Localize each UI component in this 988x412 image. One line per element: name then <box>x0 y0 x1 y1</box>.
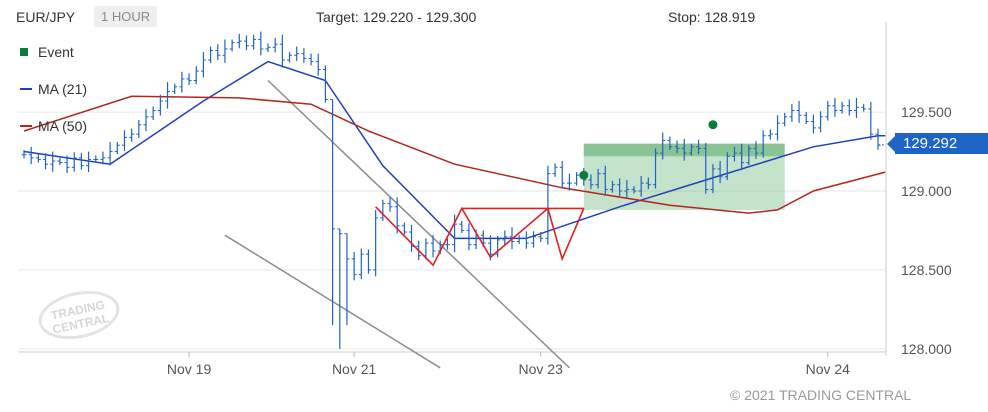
event-marker <box>708 120 718 130</box>
y-tick-label: 129.000 <box>901 183 952 199</box>
event-marker <box>579 170 589 180</box>
ma50-line <box>23 95 886 214</box>
x-tick-label: Nov 24 <box>806 361 851 377</box>
legend-label-ma50: MA (50) <box>38 118 88 134</box>
legend-item-ma21[interactable]: MA (21) <box>20 79 87 99</box>
stop-label: Stop: 128.919 <box>668 9 756 25</box>
legend-label-ma21: MA (21) <box>38 81 88 97</box>
pair-label: EUR/JPY <box>16 9 76 25</box>
event-swatch-icon <box>20 48 28 56</box>
copyright-text: © 2021 TRADING CENTRAL <box>730 387 912 403</box>
y-tick-label: 128.500 <box>901 262 952 278</box>
ma50-swatch-icon <box>20 125 32 127</box>
y-tick-label: 129.500 <box>901 104 952 120</box>
y-tick-label: 128.000 <box>901 341 952 357</box>
legend-item-event[interactable]: Event <box>20 42 87 62</box>
pattern-zigzag <box>375 206 585 267</box>
target-label: Target: 129.220 - 129.300 <box>316 9 477 25</box>
legend: Event MA (21) MA (50) <box>20 42 87 153</box>
price-pointer-icon <box>887 136 895 152</box>
x-tick-label: Nov 21 <box>332 361 377 377</box>
ma21-swatch-icon <box>20 88 32 90</box>
x-tick-label: Nov 23 <box>519 361 564 377</box>
interval-button[interactable]: 1 HOUR <box>94 6 158 27</box>
current-price-badge: 129.292 <box>895 133 988 154</box>
legend-item-ma50[interactable]: MA (50) <box>20 116 87 136</box>
channel-line <box>267 79 570 369</box>
x-tick-label: Nov 19 <box>167 361 212 377</box>
legend-label-event: Event <box>38 44 74 60</box>
